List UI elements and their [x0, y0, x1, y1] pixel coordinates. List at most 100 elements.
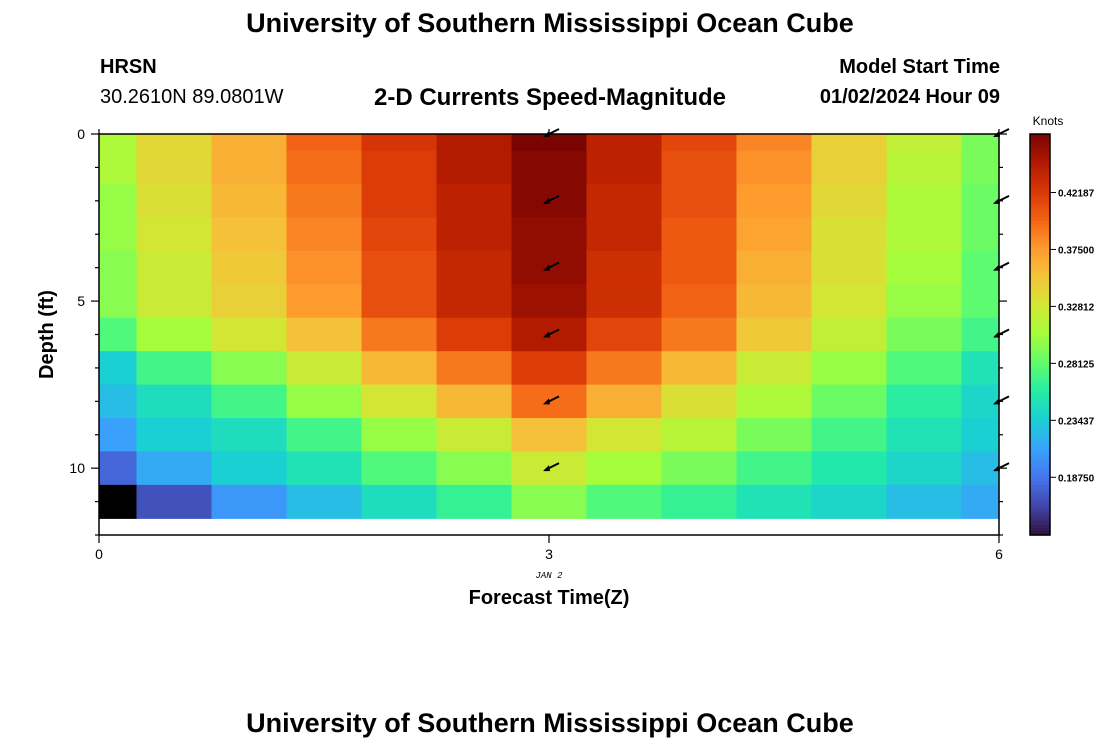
- heatmap-cell: [136, 451, 213, 486]
- heatmap-cell: [961, 418, 1000, 453]
- main-title: University of Southern Mississippi Ocean…: [246, 8, 854, 38]
- heatmap-cell: [661, 351, 738, 386]
- colorbar-segment: [1030, 508, 1050, 513]
- y-tick-label: 5: [77, 293, 85, 309]
- heatmap-cell: [211, 134, 288, 152]
- colorbar-segment: [1030, 347, 1050, 352]
- colorbar-segment: [1030, 147, 1050, 152]
- heatmap-cell: [586, 384, 663, 419]
- colorbar-segment: [1030, 204, 1050, 209]
- colorbar-segment: [1030, 394, 1050, 399]
- current-arrow: [543, 261, 560, 271]
- heatmap-cell: [361, 284, 438, 319]
- heatmap-cell: [961, 317, 1000, 352]
- heatmap-cell: [361, 317, 438, 352]
- heatmap-cell: [961, 184, 1000, 219]
- heatmap-cell: [886, 184, 963, 219]
- colorbar-segment: [1030, 220, 1050, 225]
- colorbar-segment: [1030, 170, 1050, 175]
- heatmap-cell: [586, 484, 663, 519]
- colorbar-segment: [1030, 528, 1050, 533]
- heatmap-cell: [736, 217, 813, 252]
- colorbar-segment: [1030, 464, 1050, 469]
- heatmap-cell: [886, 284, 963, 319]
- colorbar-segment: [1030, 434, 1050, 439]
- colorbar-segment: [1030, 240, 1050, 245]
- colorbar-segment: [1030, 451, 1050, 456]
- heatmap-cell: [886, 317, 963, 352]
- heatmap-cell: [136, 134, 213, 152]
- colorbar-segment: [1030, 428, 1050, 433]
- heatmap-cell: [99, 184, 138, 219]
- colorbar-segment: [1030, 174, 1050, 179]
- colorbar-segment: [1030, 164, 1050, 169]
- heatmap-cell: [661, 484, 738, 519]
- heatmap-cell: [661, 217, 738, 252]
- colorbar-segment: [1030, 354, 1050, 359]
- heatmap-cell: [211, 184, 288, 219]
- colorbar-segment: [1030, 421, 1050, 426]
- colorbar-segment: [1030, 324, 1050, 329]
- colorbar-segment: [1030, 224, 1050, 229]
- heatmap-cell: [736, 418, 813, 453]
- heatmap-cell: [436, 184, 513, 219]
- heatmap-cell: [661, 418, 738, 453]
- heatmap-cell: [99, 134, 138, 152]
- heatmap-cell: [436, 250, 513, 285]
- colorbar-segment: [1030, 488, 1050, 493]
- colorbar-segment: [1030, 294, 1050, 299]
- heatmap-cell: [811, 134, 888, 152]
- colorbar-segment: [1030, 391, 1050, 396]
- heatmap-cell: [436, 150, 513, 185]
- heatmap-cell: [736, 184, 813, 219]
- colorbar-segment: [1030, 291, 1050, 295]
- heatmap-cell: [361, 150, 438, 185]
- colorbar-segment: [1030, 234, 1050, 239]
- heatmap-cell: [961, 134, 1000, 152]
- colorbar-segment: [1030, 281, 1050, 285]
- colorbar-segment: [1030, 160, 1050, 165]
- chart-subtitle: 2-D Currents Speed-Magnitude: [373, 84, 727, 111]
- colorbar-segment: [1030, 304, 1050, 309]
- station-coordinates: 30.2610N 89.0801W: [100, 86, 284, 108]
- heatmap-cell: [136, 317, 213, 352]
- heatmap-cell: [361, 134, 438, 152]
- heatmap-cell: [136, 384, 213, 419]
- colorbar-segment: [1030, 524, 1050, 529]
- heatmap-cell: [736, 484, 813, 519]
- heatmap-cell: [211, 418, 288, 453]
- footer-title: University of Southern Mississippi Ocean…: [246, 708, 854, 738]
- colorbar-segment: [1030, 397, 1050, 402]
- heatmap-cell: [211, 351, 288, 386]
- heatmap-cell: [99, 484, 138, 519]
- y-axis-label: Depth (ft): [36, 290, 58, 379]
- colorbar-segment: [1030, 337, 1050, 342]
- heatmap-cell: [586, 351, 663, 386]
- colorbar-segment: [1030, 297, 1050, 302]
- colorbar-segment: [1030, 484, 1050, 489]
- heatmap-cell: [811, 351, 888, 386]
- heatmap-cell: [661, 250, 738, 285]
- heatmap-cell: [661, 451, 738, 486]
- colorbar-segment: [1030, 311, 1050, 316]
- heatmap-cell: [361, 250, 438, 285]
- heatmap-cell: [811, 250, 888, 285]
- heatmap-cell: [436, 451, 513, 486]
- heatmap-cell: [286, 351, 363, 386]
- heatmap-cell: [211, 217, 288, 252]
- colorbar-segment: [1030, 140, 1050, 145]
- heatmap-cells: [99, 134, 1000, 519]
- heatmap-cell: [211, 317, 288, 352]
- colorbar-segment: [1030, 217, 1050, 222]
- colorbar-segment: [1030, 374, 1050, 379]
- colorbar-segment: [1030, 418, 1050, 422]
- colorbar-segment: [1030, 321, 1050, 326]
- heatmap-cell: [586, 150, 663, 185]
- colorbar-segment: [1030, 187, 1050, 192]
- heatmap-cell: [586, 184, 663, 219]
- heatmap-cell: [361, 184, 438, 219]
- heatmap-cell: [286, 284, 363, 319]
- colorbar-segment: [1030, 301, 1050, 306]
- current-arrow: [543, 328, 560, 338]
- colorbar-segment: [1030, 371, 1050, 376]
